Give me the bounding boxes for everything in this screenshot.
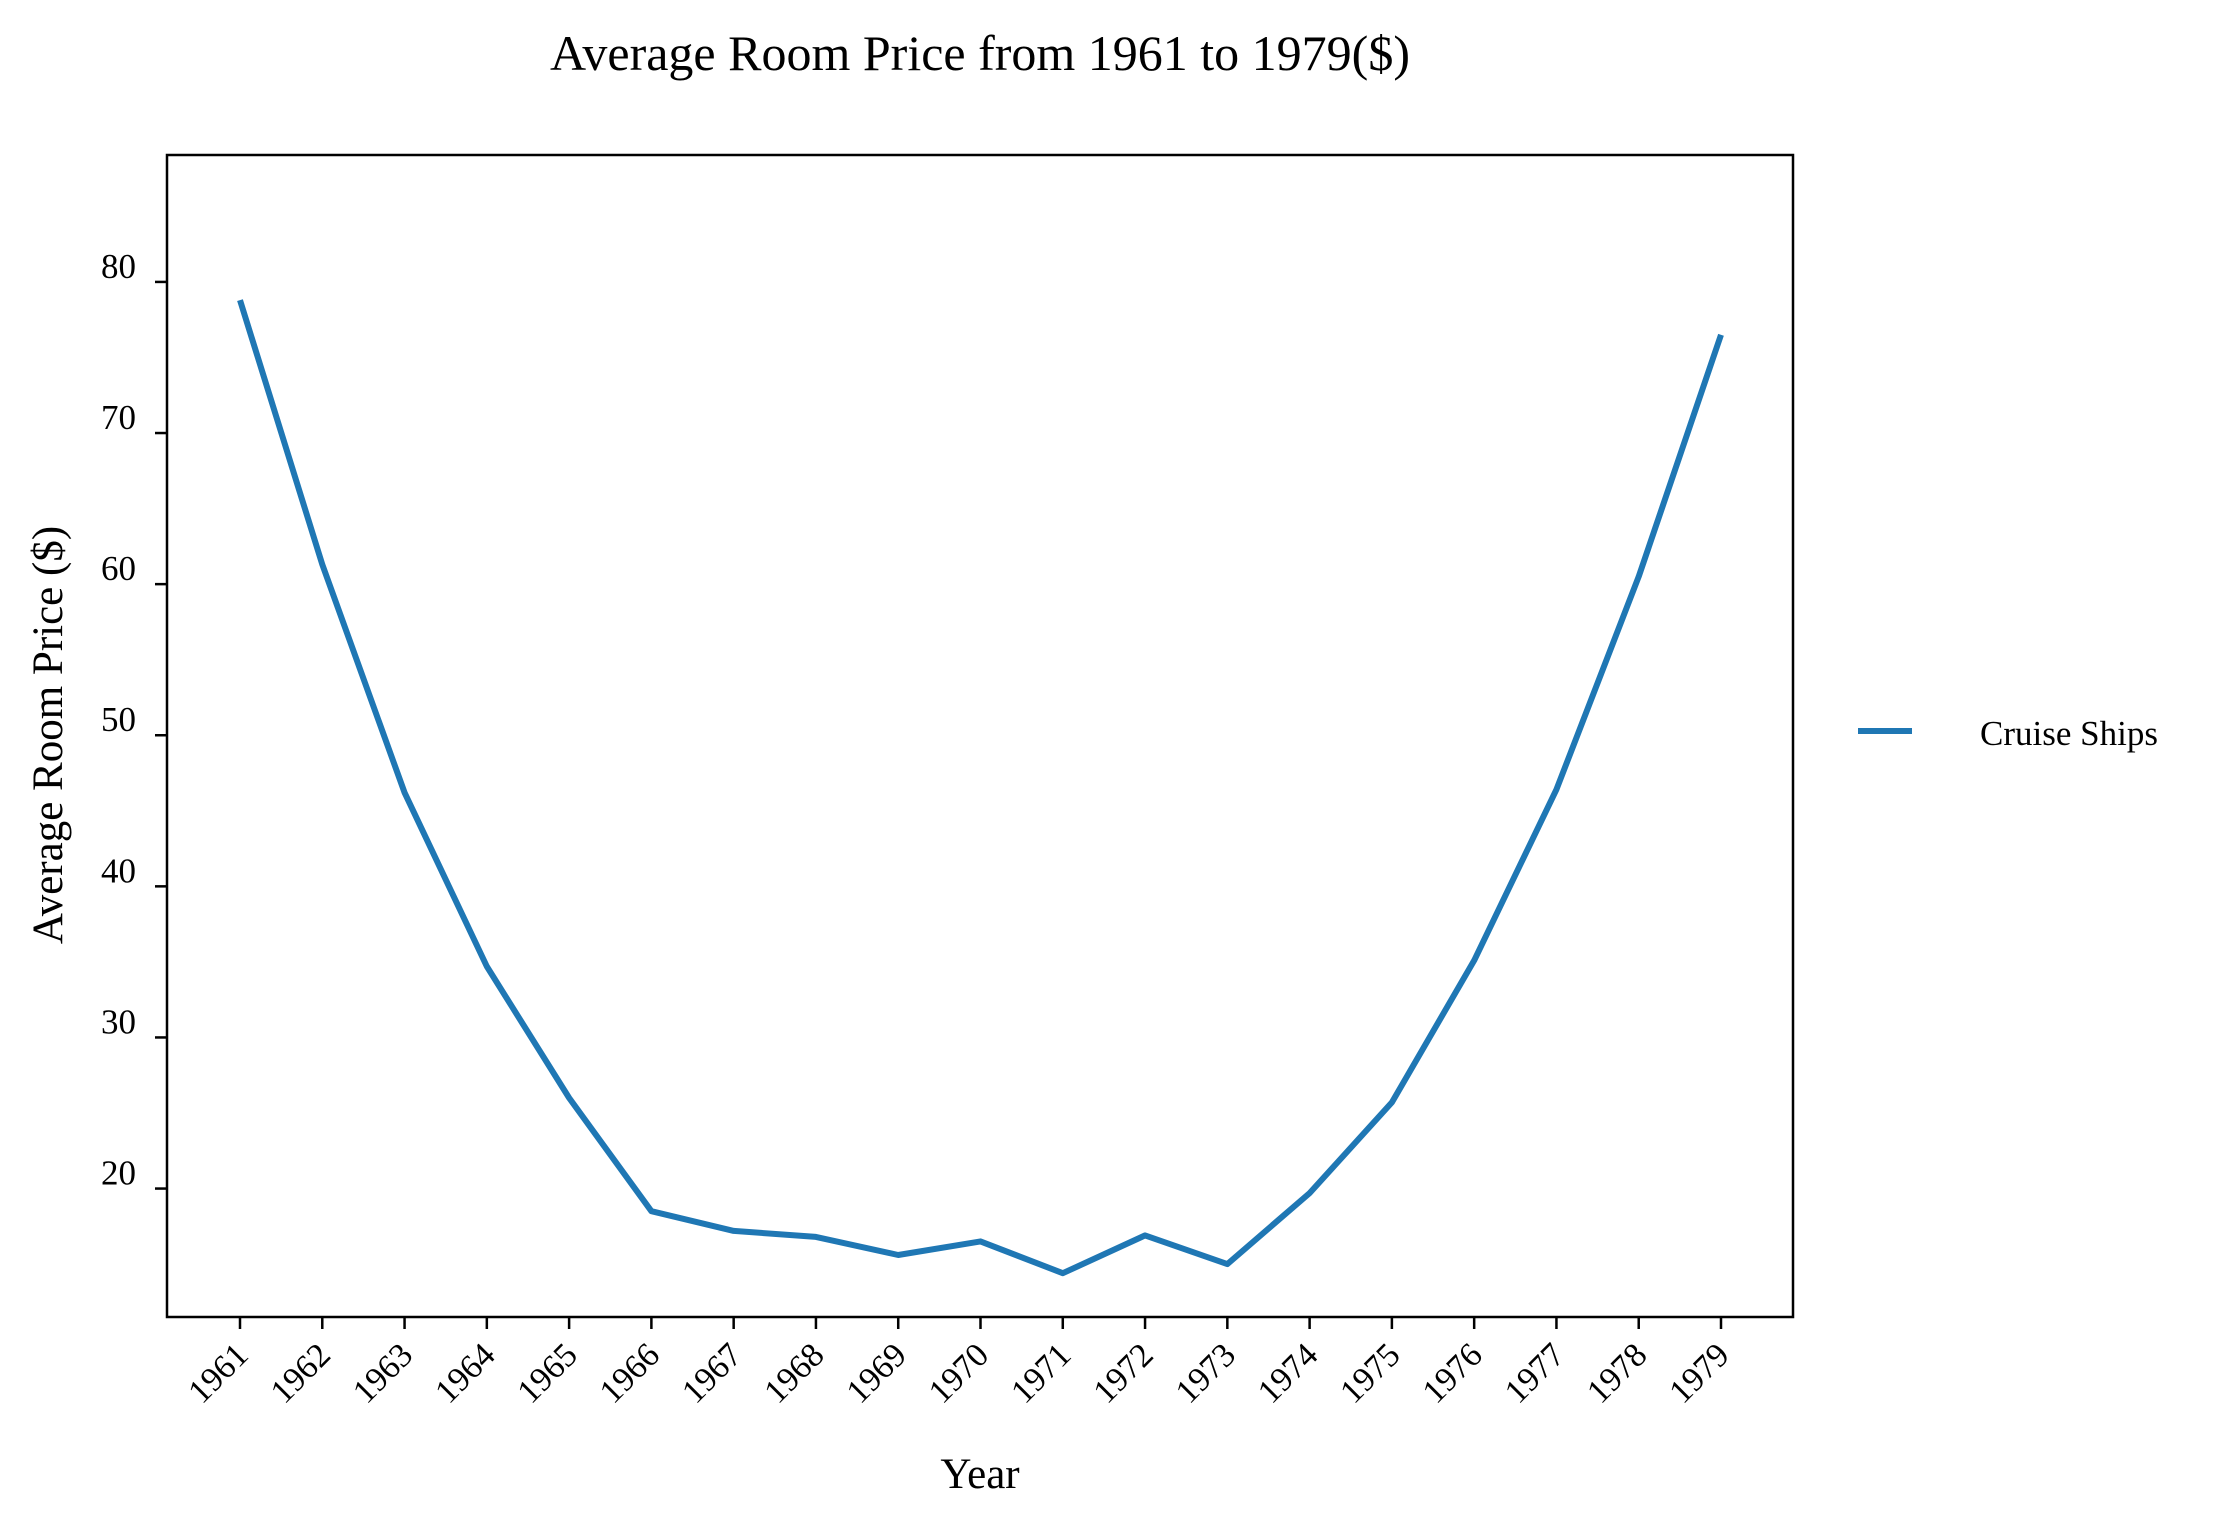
x-tick-label-1964: 1964 [428,1336,502,1410]
x-tick-label-1971: 1971 [1004,1336,1078,1410]
x-tick-label-1972: 1972 [1086,1336,1160,1410]
y-tick-label-60: 60 [101,549,136,588]
x-tick-label-1963: 1963 [346,1336,420,1410]
x-tick-label-1969: 1969 [840,1336,914,1410]
x-tick-label-1973: 1973 [1169,1336,1243,1410]
chart-title: Average Room Price from 1961 to 1979($) [550,25,1410,81]
y-tick-label-80: 80 [101,247,136,286]
y-axis-label: Average Room Price ($) [25,526,72,944]
legend: Cruise Ships [1858,714,2158,753]
series-line-cruise-ships [237,299,1724,1277]
legend-label-cruise-ships: Cruise Ships [1980,714,2158,753]
x-tick-label-1970: 1970 [922,1336,996,1410]
x-tick-label-1977: 1977 [1498,1336,1572,1410]
x-tick-label-1962: 1962 [264,1336,338,1410]
x-tick-label-1974: 1974 [1251,1336,1325,1410]
x-tick-label-1965: 1965 [511,1336,585,1410]
x-tick-label-1978: 1978 [1580,1336,1654,1410]
y-tick-label-70: 70 [101,398,136,437]
x-tick-label-1961: 1961 [181,1336,255,1410]
y-tick-label-30: 30 [101,1002,136,1041]
x-tick-label-1968: 1968 [757,1336,831,1410]
plot-area-frame [165,153,1795,1319]
x-tick-label-1976: 1976 [1416,1336,1490,1410]
x-tick-label-1966: 1966 [593,1336,667,1410]
x-tick-label-1975: 1975 [1333,1336,1407,1410]
y-tick-label-50: 50 [101,700,136,739]
y-tick-label-40: 40 [101,851,136,890]
x-axis-label: Year [940,1451,1019,1498]
y-tick-label-20: 20 [101,1154,136,1193]
x-tick-label-1979: 1979 [1662,1336,1736,1410]
x-tick-label-1967: 1967 [675,1336,749,1410]
